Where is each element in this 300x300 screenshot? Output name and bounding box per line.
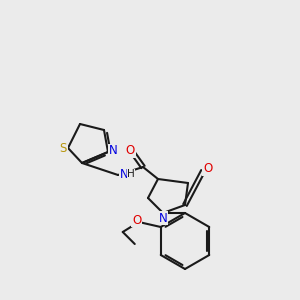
Text: O: O bbox=[203, 163, 213, 176]
Text: H: H bbox=[127, 169, 135, 179]
Text: N: N bbox=[120, 169, 129, 182]
Text: S: S bbox=[59, 142, 67, 154]
Text: O: O bbox=[125, 145, 135, 158]
Text: N: N bbox=[159, 212, 167, 224]
Text: N: N bbox=[109, 145, 117, 158]
Text: O: O bbox=[132, 214, 141, 226]
